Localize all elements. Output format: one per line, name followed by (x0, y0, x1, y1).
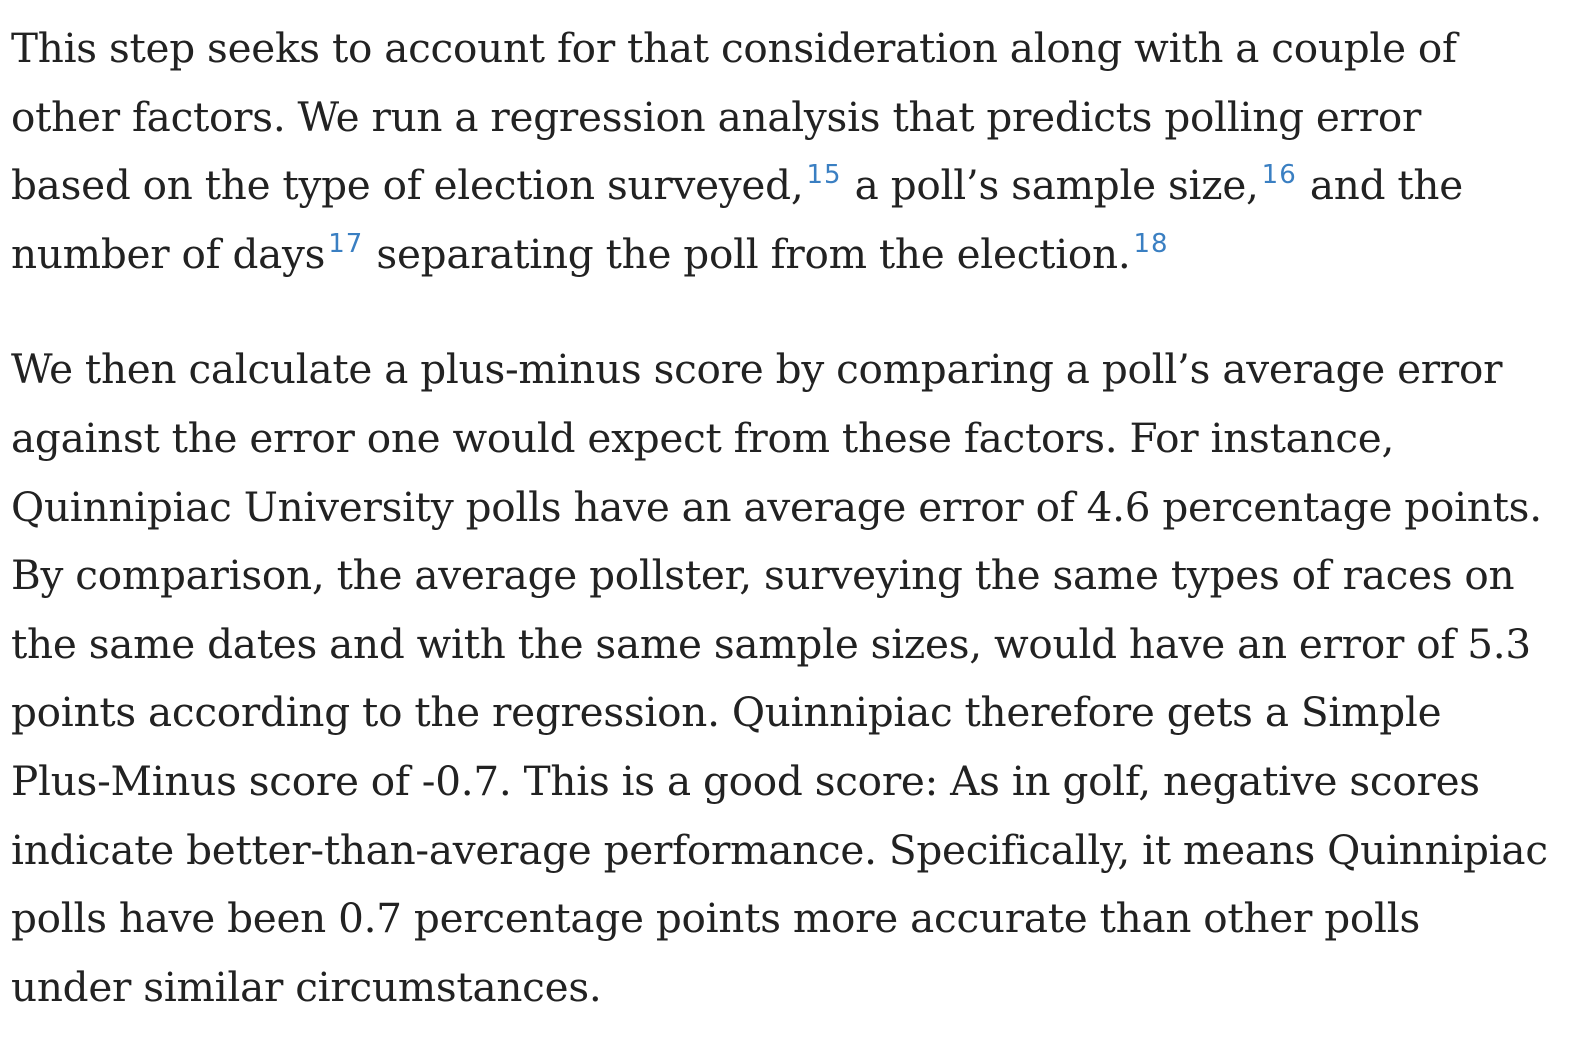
paragraph-text-segment: This step seeks to account for that cons… (11, 24, 1457, 210)
article-body: This step seeks to account for that cons… (11, 14, 1551, 1021)
paragraph-text-segment: and the number of days (11, 161, 1463, 278)
footnote-link-17[interactable]: 17 (328, 228, 364, 259)
footnote-link-18[interactable]: 18 (1133, 228, 1169, 259)
footnote-link-16[interactable]: 16 (1261, 160, 1297, 191)
paragraph-regression-method: This step seeks to account for that cons… (11, 14, 1551, 288)
footnote-link-15[interactable]: 15 (806, 160, 842, 191)
paragraph-text-segment: a poll’s sample size, (842, 161, 1259, 210)
paragraph-plus-minus-score: We then calculate a plus-minus score by … (11, 345, 1548, 1011)
paragraph-text-segment: separating the poll from the election. (364, 229, 1131, 278)
